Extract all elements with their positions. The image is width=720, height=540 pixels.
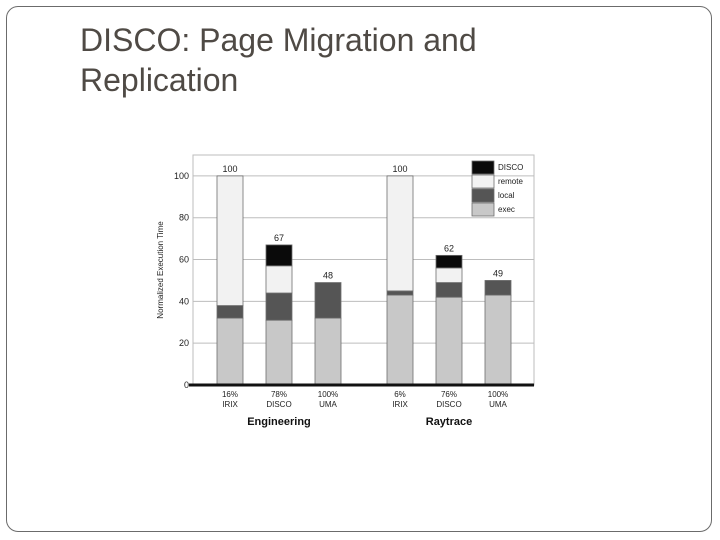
bar-total-label: 100 — [392, 164, 407, 174]
slide-title: DISCO: Page Migration and Replication — [80, 20, 640, 100]
y-tick-label: 60 — [179, 255, 189, 265]
bar-segment-exec — [435, 296, 463, 386]
group-label: Raytrace — [426, 416, 472, 428]
bar-segment-disco — [435, 254, 463, 269]
bar-segment-remote — [265, 265, 293, 294]
bar-total-label: 67 — [274, 233, 284, 243]
bar-config-label: IRIX — [392, 400, 408, 409]
bar-percent-label: 76% — [441, 390, 457, 399]
bar-segment-local — [265, 292, 293, 321]
bar-config-label: UMA — [319, 400, 337, 409]
bar-percent-label: 16% — [222, 390, 238, 399]
bar-percent-label: 6% — [394, 390, 406, 399]
bar-segment-remote — [386, 175, 414, 292]
legend-swatch-local — [471, 188, 495, 203]
bar-config-label: UMA — [489, 400, 507, 409]
bar-segment-remote — [435, 267, 463, 283]
bar-segment-exec — [314, 317, 342, 386]
bar-config-label: DISCO — [266, 400, 291, 409]
y-tick-label: 100 — [174, 171, 189, 181]
group-label: Engineering — [247, 416, 311, 428]
bar-segment-exec — [216, 317, 244, 386]
slide-title-line-2: Replication — [80, 62, 239, 98]
bar-segment-local — [435, 282, 463, 298]
y-tick-label: 20 — [179, 338, 189, 348]
bar-config-label: IRIX — [222, 400, 238, 409]
bar-segment-local — [314, 282, 342, 319]
bar-segment-local — [216, 305, 244, 319]
bar-percent-label: 100% — [318, 390, 338, 399]
legend-label-disco: DISCO — [498, 163, 523, 172]
legend-swatch-disco — [471, 160, 495, 175]
bar-percent-label: 100% — [488, 390, 508, 399]
slide-title-line-1: DISCO: Page Migration and — [80, 22, 477, 58]
legend-label-local: local — [498, 191, 515, 200]
bar-segment-remote — [216, 175, 244, 306]
y-tick-label: 80 — [179, 213, 189, 223]
bar-config-label: DISCO — [436, 400, 461, 409]
bar-segment-disco — [265, 244, 293, 267]
bar-segment-local — [386, 290, 414, 296]
bar-total-label: 100 — [222, 164, 237, 174]
bar-total-label: 62 — [444, 243, 454, 253]
y-tick-label: 0 — [184, 380, 189, 390]
bar-segment-local — [484, 280, 512, 296]
legend-swatch-exec — [471, 202, 495, 217]
legend-swatch-remote — [471, 174, 495, 189]
bar-total-label: 49 — [493, 268, 503, 278]
y-tick-label: 40 — [179, 296, 189, 306]
y-axis-label: Normalized Execution Time — [156, 221, 165, 319]
legend-label-exec: exec — [498, 205, 515, 214]
stacked-bar-chart: 0 20 40 60 80 100 Normalized Execution Time 100… — [156, 154, 535, 428]
bar-segment-exec — [265, 319, 293, 386]
bar-segment-exec — [386, 294, 414, 386]
legend-label-remote: remote — [498, 177, 523, 186]
bar-segment-exec — [484, 294, 512, 386]
bar-percent-label: 78% — [271, 390, 287, 399]
bar-total-label: 48 — [323, 271, 333, 281]
